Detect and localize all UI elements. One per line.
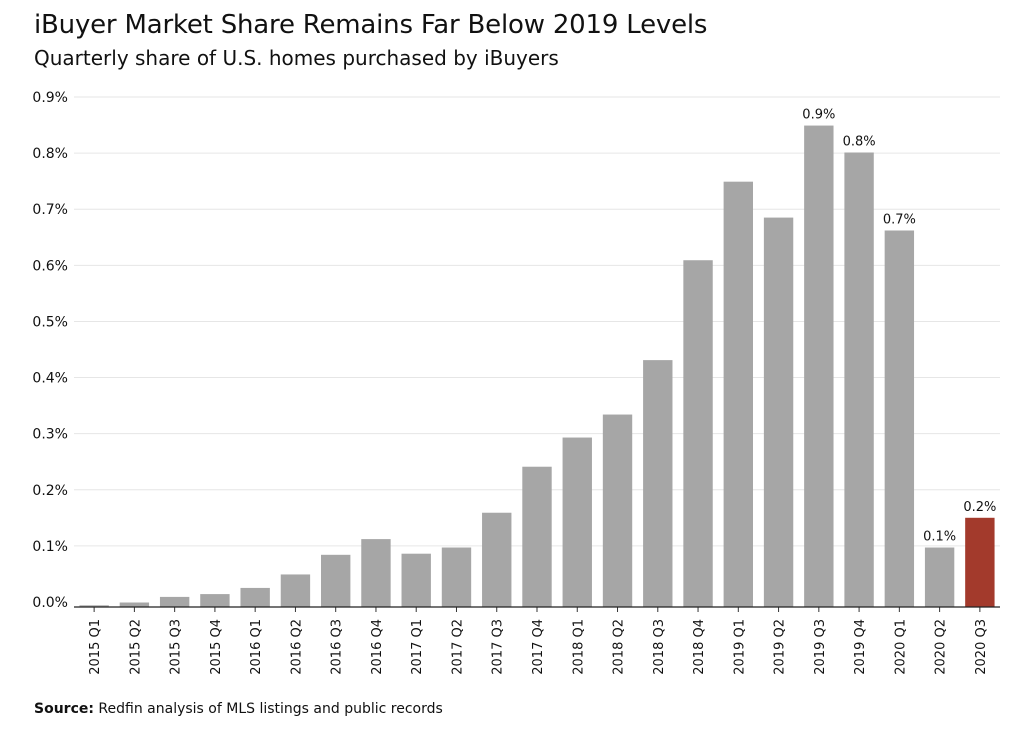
bar	[361, 539, 391, 607]
x-tick-label: 2019 Q2	[773, 619, 788, 675]
bar	[763, 217, 794, 608]
bar	[562, 437, 592, 607]
y-tick-label: 0.3%	[32, 427, 68, 443]
chart-subtitle: Quarterly share of U.S. homes purchased …	[34, 46, 559, 70]
x-tick-label: 2018 Q3	[652, 619, 667, 675]
bar	[321, 554, 351, 607]
bar	[884, 230, 915, 607]
y-tick-label: 0.6%	[32, 258, 68, 274]
data-label: 0.9%	[802, 108, 835, 123]
x-tick-label: 2019 Q1	[732, 619, 747, 675]
x-tick-label: 2018 Q1	[571, 619, 586, 675]
x-tick-label: 2020 Q1	[893, 619, 908, 675]
data-label: 0.8%	[843, 135, 876, 150]
x-tick-label: 2015 Q4	[209, 619, 224, 675]
data-label: 0.1%	[923, 530, 956, 545]
x-tick-label: 2019 Q4	[853, 619, 868, 675]
bar	[401, 553, 431, 607]
x-tick-label: 2017 Q1	[410, 619, 425, 675]
bar	[159, 596, 190, 607]
bar	[602, 414, 633, 607]
bar	[924, 547, 955, 607]
bar	[522, 466, 552, 607]
x-tick-label: 2019 Q3	[813, 619, 828, 675]
y-tick-label: 0.7%	[32, 202, 68, 218]
bar-chart: 0.0% 0.1% 0.2% 0.3% 0.4% 0.5% 0.6% 0.7% 0.8% 0.9%…	[32, 90, 1000, 675]
source-label: Source:	[34, 701, 94, 717]
y-tick-label: 0.8%	[32, 146, 68, 162]
y-tick-label: 0.2%	[32, 483, 68, 499]
bar	[965, 517, 995, 607]
x-tick-label: 2016 Q4	[370, 619, 385, 675]
x-tick-label: 2017 Q2	[450, 619, 465, 675]
y-tick-label: 0.0%	[32, 595, 68, 611]
x-tick-label: 2016 Q1	[249, 619, 264, 675]
x-tick-label: 2018 Q2	[612, 619, 627, 675]
data-label: 0.2%	[963, 500, 996, 515]
x-tick-label: 2015 Q3	[169, 619, 184, 675]
y-tick-label: 0.4%	[32, 371, 68, 387]
bar	[79, 605, 109, 607]
bar	[441, 547, 472, 607]
bar	[119, 602, 150, 607]
x-tick-label: 2015 Q2	[128, 619, 143, 675]
y-tick-label: 0.9%	[32, 90, 68, 106]
bar	[804, 125, 834, 608]
x-tick-label: 2020 Q2	[934, 619, 949, 675]
bar	[723, 181, 753, 607]
bar	[200, 594, 230, 607]
bar	[240, 587, 270, 607]
x-tick-label: 2017 Q3	[491, 619, 506, 675]
x-tick-label: 2016 Q2	[289, 619, 304, 675]
source-text: Redfin analysis of MLS listings and publ…	[98, 701, 443, 717]
y-tick-label: 0.5%	[32, 314, 68, 330]
y-tick-label: 0.1%	[32, 539, 68, 555]
x-tick-label: 2016 Q3	[330, 619, 345, 675]
bar	[482, 512, 512, 607]
data-label: 0.7%	[883, 212, 916, 227]
x-tick-label: 2018 Q4	[692, 619, 707, 675]
source-note: Source: Redfin analysis of MLS listings …	[34, 701, 443, 717]
x-tick-label: 2015 Q1	[88, 619, 103, 675]
bar	[280, 574, 311, 607]
x-tick-label: 2020 Q3	[974, 619, 989, 675]
x-tick-label: 2017 Q4	[531, 619, 546, 675]
chart-title: iBuyer Market Share Remains Far Below 20…	[34, 10, 708, 40]
bar	[643, 360, 673, 607]
bar	[683, 260, 713, 607]
bar	[844, 152, 874, 607]
